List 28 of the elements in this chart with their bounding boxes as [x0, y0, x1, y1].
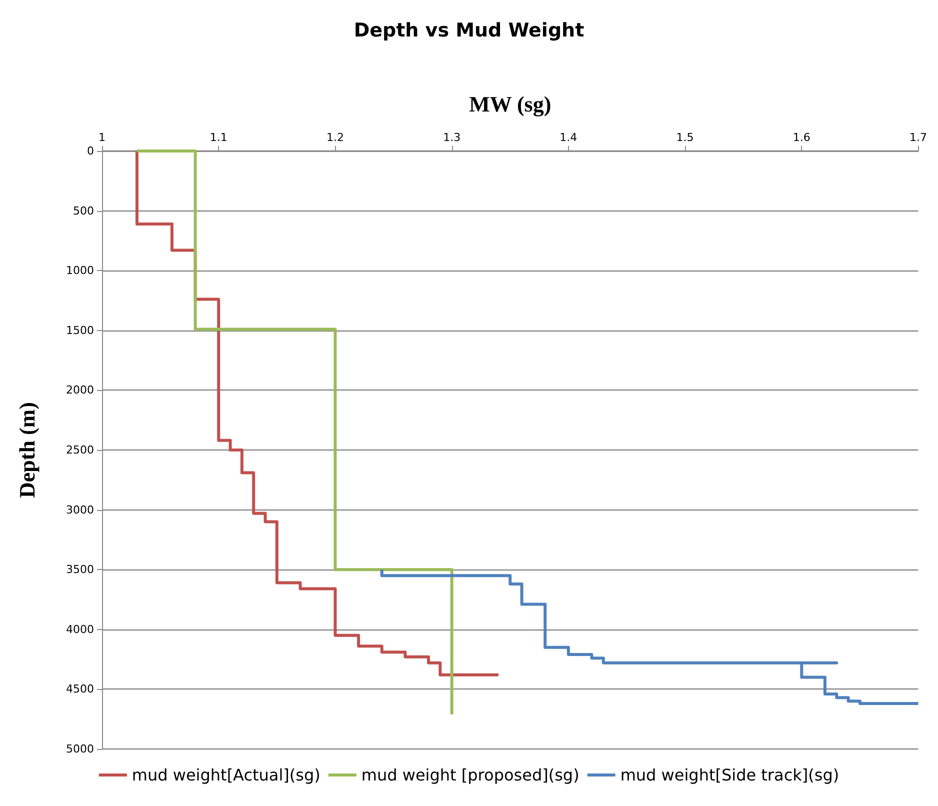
y-tick-label: 0 — [87, 144, 94, 158]
y-tick-label: 5000 — [66, 742, 94, 756]
line-series — [380, 568, 920, 706]
x-tick-label: 1 — [98, 131, 106, 144]
line-series — [135, 150, 454, 716]
y-tick-label: 4000 — [66, 622, 94, 636]
y-tick-label: 3500 — [66, 563, 94, 576]
x-axis-title: MW (sg) — [469, 92, 552, 116]
x-tick-label: 1.7 — [910, 131, 928, 144]
y-tick-label: 1000 — [66, 264, 94, 278]
x-tick-label: 1.3 — [443, 131, 461, 144]
legend-label: mud weight[Actual](sg) — [132, 766, 320, 784]
line-series — [135, 150, 500, 676]
legend-label: mud weight[Side track](sg) — [620, 766, 840, 784]
y-tick-label: 4500 — [66, 682, 94, 696]
y-tick-label: 1500 — [66, 324, 94, 337]
x-tick-label: 1.6 — [792, 131, 810, 144]
x-tick-label: 1.5 — [676, 131, 694, 144]
x-tick-label: 1.4 — [560, 131, 578, 144]
y-tick-label: 3000 — [66, 503, 94, 516]
x-tick-label: 1.2 — [326, 131, 344, 144]
chart-title: Depth vs Mud Weight — [354, 20, 584, 42]
y-tick-label: 2500 — [66, 444, 94, 456]
legend-label: mud weight [proposed](sg) — [361, 766, 580, 784]
y-tick-label: 2000 — [66, 384, 94, 397]
x-tick-label: 1.1 — [210, 131, 228, 144]
y-axis-title: Depth (m) — [14, 402, 40, 498]
y-tick-label: 500 — [73, 204, 94, 218]
